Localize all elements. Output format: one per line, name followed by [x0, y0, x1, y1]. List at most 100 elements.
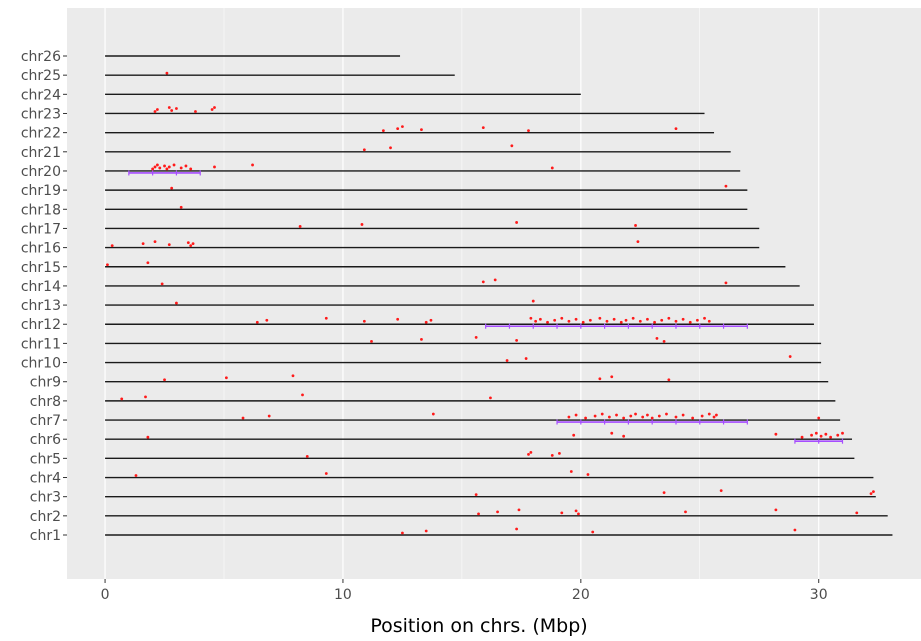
data-point: [660, 318, 664, 322]
data-point: [817, 416, 821, 420]
data-point: [600, 412, 604, 416]
data-point: [836, 433, 840, 437]
data-point: [401, 125, 404, 129]
y-tick-label: chr23: [21, 106, 61, 122]
y-tick-label: chr12: [21, 317, 61, 333]
data-point: [581, 320, 585, 324]
data-point: [106, 263, 109, 267]
data-point: [155, 108, 159, 111]
data-point: [151, 167, 155, 171]
data-point: [165, 167, 169, 171]
data-point: [800, 435, 804, 439]
data-point: [144, 395, 147, 399]
data-point: [588, 318, 592, 322]
data-point: [477, 512, 480, 516]
data-point: [420, 128, 423, 132]
data-point: [715, 413, 718, 417]
data-point: [788, 355, 792, 358]
data-point: [577, 512, 580, 516]
data-point: [324, 472, 328, 475]
x-axis-title: Position on chrs. (Mbp): [370, 615, 587, 637]
data-point: [474, 336, 478, 339]
data-point: [324, 316, 328, 320]
data-point: [255, 320, 259, 324]
data-point: [612, 317, 616, 321]
data-point: [700, 414, 704, 418]
data-point: [774, 432, 778, 436]
y-tick-label: chr1: [30, 528, 61, 544]
y-tick-label: chr13: [21, 298, 61, 314]
data-point: [291, 374, 295, 378]
data-point: [724, 184, 728, 188]
y-tick-label: chr16: [21, 241, 61, 257]
data-point: [646, 317, 649, 321]
data-point: [360, 223, 364, 226]
data-point: [653, 320, 656, 324]
data-point: [175, 301, 178, 305]
data-point: [481, 126, 485, 130]
data-point: [574, 509, 578, 513]
data-point: [657, 414, 661, 418]
data-point: [695, 318, 699, 322]
data-point: [681, 413, 685, 417]
data-point: [298, 225, 302, 228]
y-tick-label: chr9: [30, 375, 61, 391]
data-point: [719, 489, 723, 493]
data-point: [691, 416, 695, 420]
data-point: [165, 71, 169, 75]
data-point: [641, 415, 645, 419]
y-tick-label: chr11: [21, 336, 61, 352]
plot-panel: [67, 8, 921, 579]
data-point: [574, 317, 578, 321]
data-point: [622, 434, 626, 438]
data-point: [515, 221, 518, 224]
data-point: [534, 319, 538, 323]
data-point: [667, 378, 671, 382]
y-tick-label: chr5: [30, 451, 61, 467]
data-point: [841, 431, 844, 435]
data-point: [593, 414, 597, 418]
data-point: [619, 320, 623, 324]
data-point: [829, 435, 833, 439]
data-point: [684, 510, 687, 514]
data-point: [186, 241, 190, 245]
data-point: [172, 163, 176, 167]
data-point: [189, 167, 193, 171]
data-point: [158, 166, 162, 170]
y-tick-label: chr2: [30, 509, 61, 525]
data-point: [638, 319, 642, 323]
data-point: [429, 318, 433, 322]
data-point: [572, 433, 576, 437]
grid-layer: [104, 8, 820, 579]
data-point: [474, 493, 478, 497]
data-point: [163, 164, 166, 168]
data-point: [560, 316, 564, 320]
data-point: [153, 240, 157, 244]
data-point: [251, 163, 254, 167]
data-point: [191, 242, 195, 246]
data-point: [420, 338, 423, 341]
data-point: [667, 316, 671, 320]
data-point: [167, 165, 171, 169]
data-point: [546, 320, 549, 324]
data-point: [631, 316, 635, 320]
data-point: [167, 106, 171, 109]
y-tick-label: chr18: [21, 202, 61, 218]
x-tick-labels: 0 10 20 30: [101, 579, 828, 603]
data-point: [674, 127, 678, 131]
data-point: [110, 244, 114, 248]
data-point: [622, 416, 626, 420]
y-tick-label: chr24: [21, 87, 61, 103]
data-point: [610, 375, 614, 379]
y-tick-label: chr19: [21, 183, 61, 199]
data-point: [527, 452, 530, 456]
data-point: [586, 473, 590, 476]
data-point: [155, 163, 159, 167]
data-point: [624, 318, 628, 322]
data-point: [810, 433, 813, 437]
data-point: [591, 530, 595, 534]
data-point: [529, 316, 533, 320]
y-tick-label: chr4: [30, 471, 61, 487]
data-point: [665, 412, 668, 416]
data-point: [615, 413, 618, 417]
